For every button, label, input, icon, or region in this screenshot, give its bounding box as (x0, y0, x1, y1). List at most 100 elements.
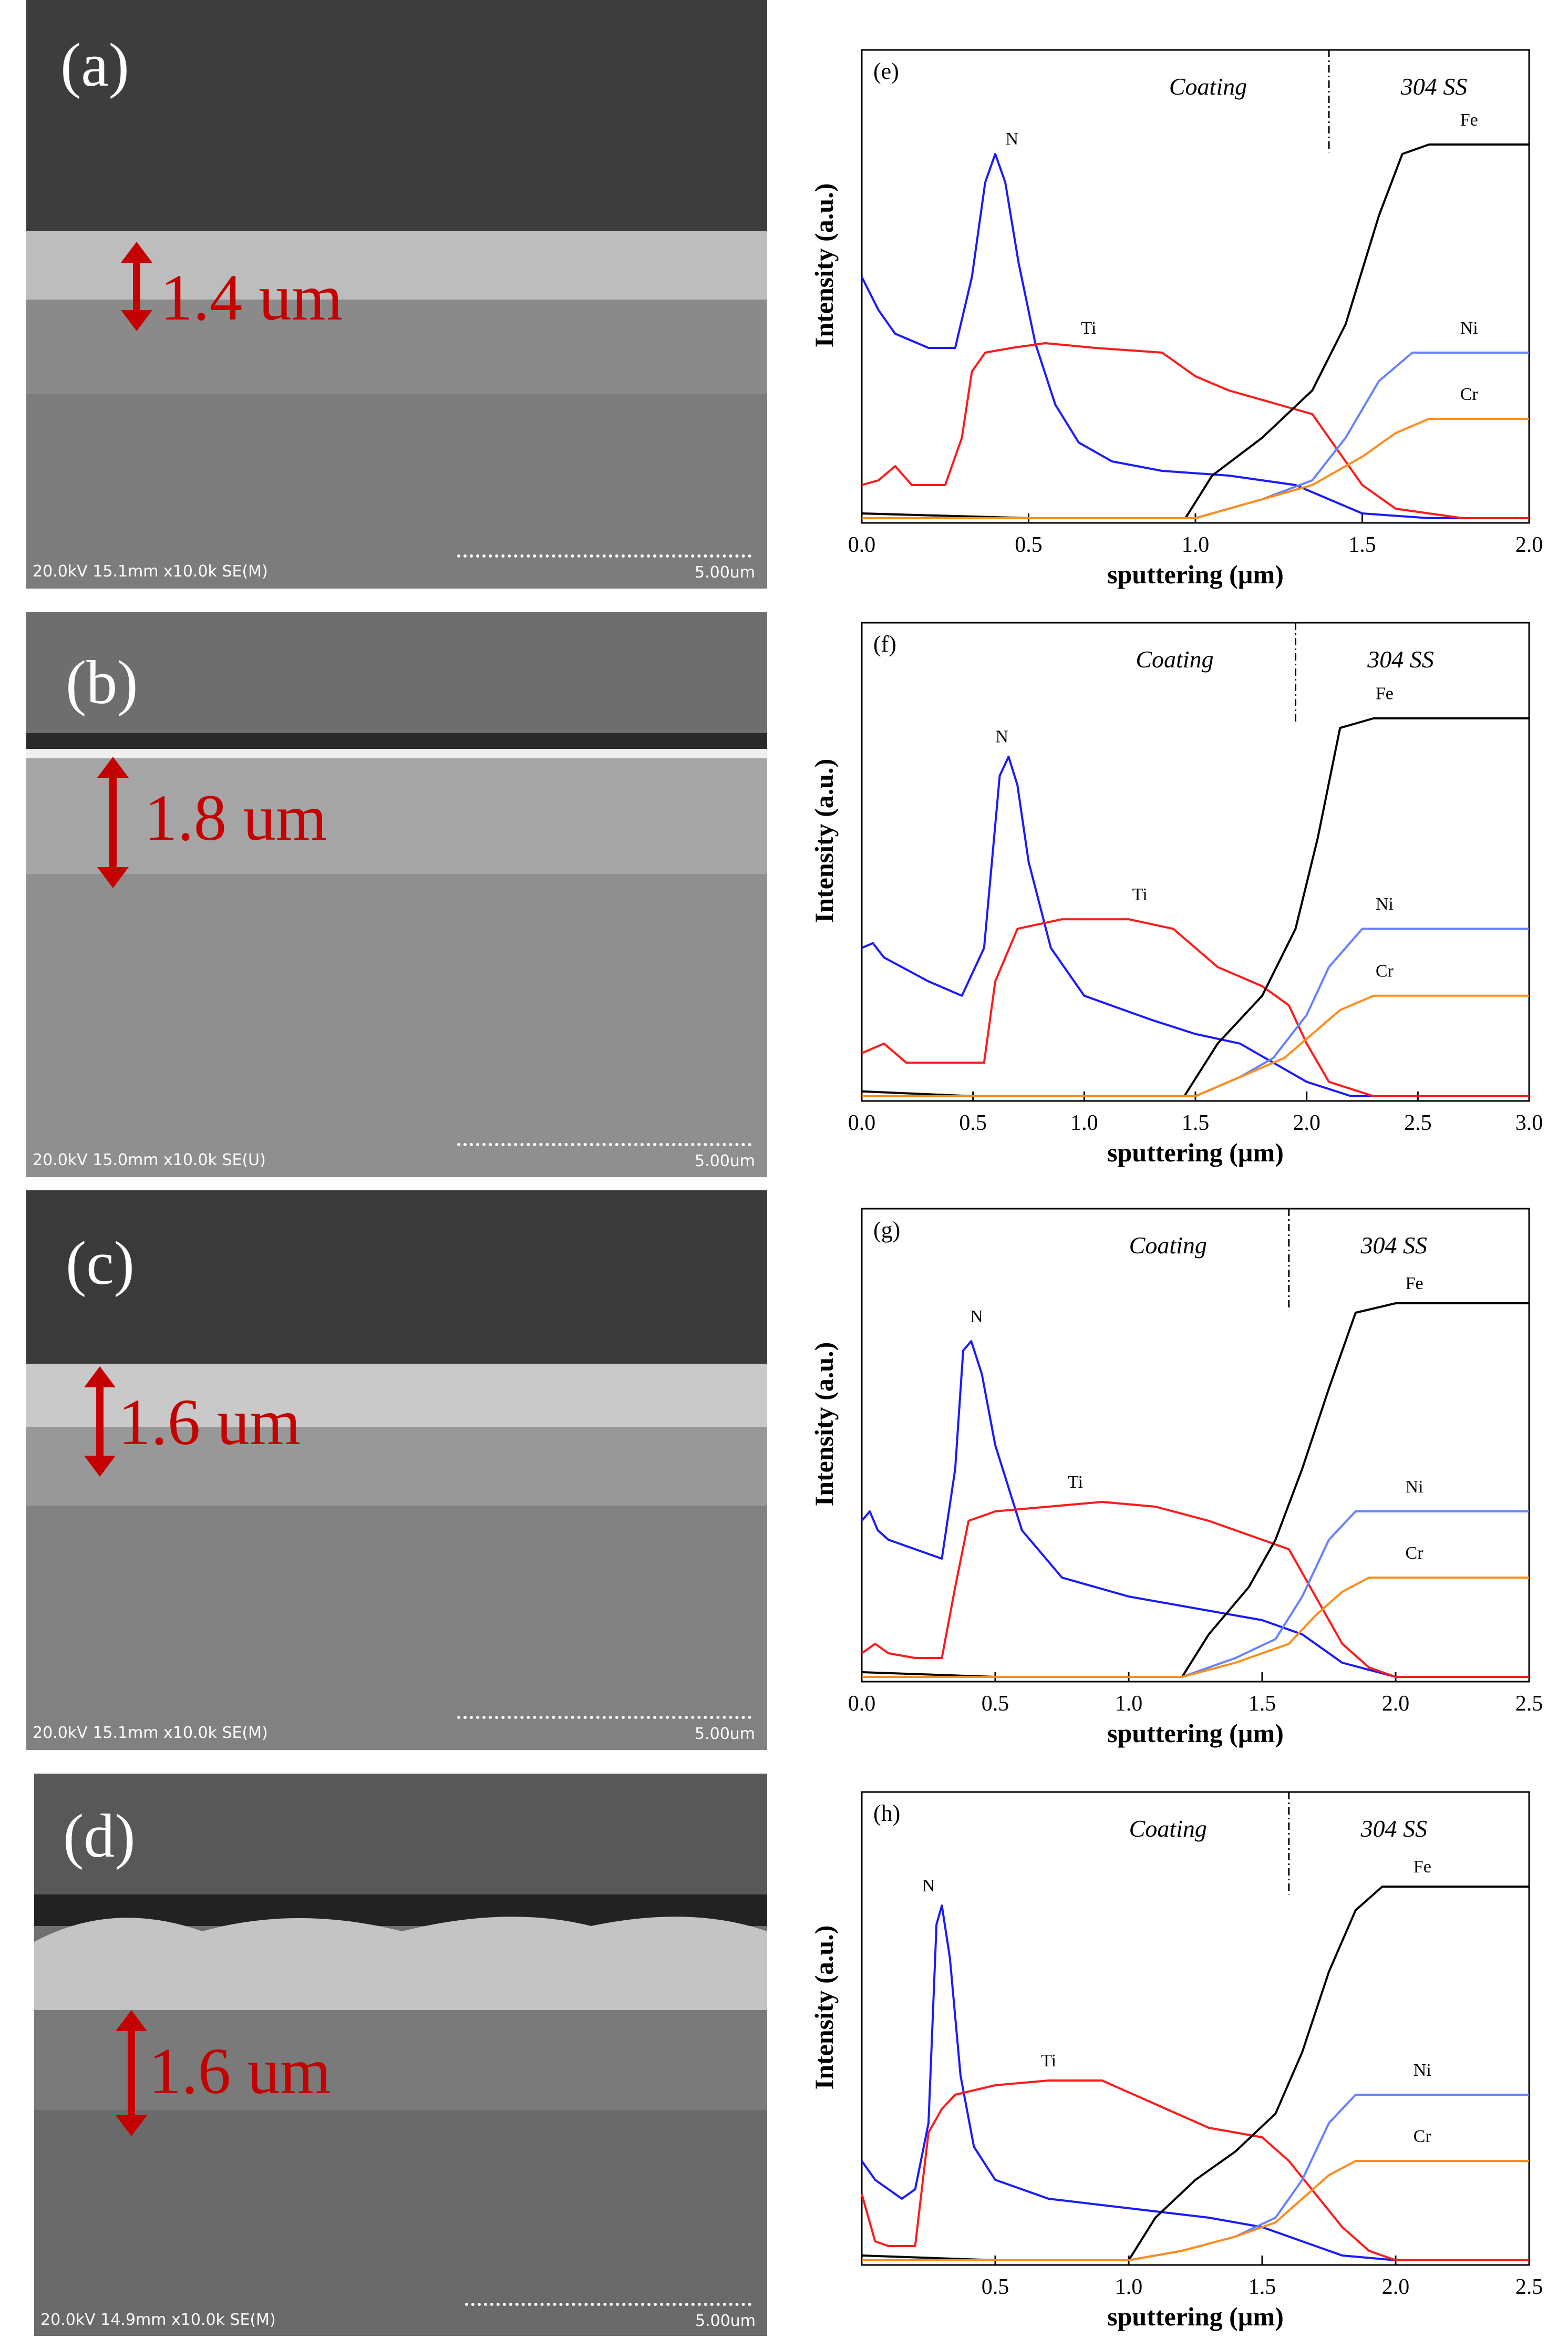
x-tick-label: 1.5 (1249, 2275, 1276, 2299)
sem-info-text: 20.0kV 15.1mm x10.0k SE(M) (33, 562, 268, 581)
thickness-arrow (121, 242, 152, 331)
chart-panel-label: (h) (873, 1800, 900, 1826)
series-line-ti (861, 1501, 1529, 1678)
scale-label: 5.00um (695, 1152, 756, 1170)
region-label-coating: Coating (1129, 1232, 1207, 1259)
x-tick-label: 1.0 (1115, 1692, 1143, 1716)
series-line-fe (861, 717, 1529, 1097)
series-line-cr (862, 994, 1529, 1097)
series-line-ti (861, 2079, 1529, 2261)
x-tick-label: 1.5 (1249, 1692, 1276, 1716)
x-tick-label: 2.0 (1293, 1111, 1321, 1135)
x-tick-label: 2.5 (1404, 1111, 1432, 1135)
series-line-ti (861, 918, 1529, 1097)
depth-profile-chart-f: (f) Coating 304 SS 0.0 0.5 1.0 1.5 2.0 2.5 3.0 spu… (809, 622, 1543, 1167)
x-tick-label: 0.5 (982, 2275, 1009, 2299)
y-axis-label: Intensity (a.u.) (809, 1925, 839, 2090)
element-label-ni: Ni (1376, 894, 1394, 914)
x-tick-label: 2.5 (1515, 2275, 1543, 2299)
sem-info-text: 20.0kV 15.0mm x10.0k SE(U) (33, 1151, 266, 1169)
thickness-label: 1.4 um (160, 262, 343, 334)
region-label-substrate: 304 SS (1360, 1232, 1428, 1259)
series-line-ni (862, 928, 1529, 1097)
sem-micrograph-a (26, 0, 767, 589)
region-label-coating: Coating (1129, 1815, 1207, 1842)
sem-image-a: (a) 1.4 um 20.0kV 15.1mm x10.0k SE(M) 5.… (26, 0, 767, 589)
sem-micrograph-c (26, 1190, 767, 1750)
x-tick-label: 2.0 (1382, 1692, 1410, 1716)
scale-label: 5.00um (695, 2312, 756, 2330)
series-line-n (861, 1340, 1529, 1678)
x-tick-label: 2.0 (1515, 533, 1543, 557)
plot-frame (861, 1208, 1530, 1683)
thickness-arrow (97, 757, 129, 888)
x-tick-label: 0.0 (848, 1692, 876, 1716)
y-axis-label: Intensity (a.u.) (809, 759, 839, 923)
x-axis-label: sputtering (µm) (1107, 1718, 1284, 1748)
sem-panel-label: (b) (66, 648, 138, 717)
scale-bar (457, 554, 751, 561)
element-label-cr: Cr (1460, 385, 1479, 404)
series-line-n (861, 153, 1529, 519)
series-line-ti (861, 342, 1529, 519)
x-axis-label: sputtering (µm) (1107, 560, 1284, 589)
x-tick-label: 2.5 (1515, 1692, 1543, 1716)
chart-panel-label: (f) (873, 631, 896, 657)
thickness-arrow (116, 2010, 147, 2136)
thickness-label: 1.6 um (118, 1386, 301, 1459)
y-axis-label: Intensity (a.u.) (809, 1342, 839, 1507)
sem-panel-label: (c) (66, 1229, 135, 1297)
element-label-n: N (995, 727, 1008, 747)
element-label-ni: Ni (1414, 2061, 1431, 2080)
element-label-n: N (922, 1876, 935, 1896)
depth-profile-chart-e: (e) Coating 304 SS 0.0 0.5 1.0 1.5 2.0 sputterin… (809, 49, 1543, 589)
x-tick-label: 1.0 (1070, 1111, 1098, 1135)
thickness-label: 1.8 um (145, 782, 327, 854)
element-label-n: N (1005, 129, 1018, 149)
scale-bar (457, 1143, 751, 1149)
series-line-cr (862, 418, 1529, 519)
scale-bar (457, 1716, 751, 1722)
x-tick-label: 1.0 (1182, 533, 1210, 557)
scale-bar (465, 2303, 751, 2309)
element-label-ti: Ti (1132, 885, 1148, 904)
x-tick-label: 1.5 (1182, 1111, 1210, 1135)
region-label-coating: Coating (1169, 73, 1247, 100)
series-line-n (861, 1904, 1529, 2261)
sem-micrograph-b (26, 612, 767, 1177)
thickness-arrow (84, 1366, 116, 1477)
x-tick-label: 1.0 (1115, 2275, 1143, 2299)
region-label-substrate: 304 SS (1367, 646, 1434, 673)
chart-panel-label: (g) (873, 1217, 900, 1243)
sem-image-d: (d) 1.6 um 20.0kV 14.9mm x10.0k SE(M) 5.… (34, 1774, 767, 2336)
element-label-fe: Fe (1414, 1857, 1431, 1877)
x-tick-label: 2.0 (1382, 2275, 1410, 2299)
element-label-cr: Cr (1406, 1543, 1424, 1563)
scale-label: 5.00um (695, 563, 756, 582)
series-line-ni (862, 1510, 1529, 1678)
x-tick-label: 3.0 (1515, 1111, 1543, 1135)
element-label-ti: Ti (1068, 1472, 1083, 1492)
plot-frame (861, 622, 1530, 1102)
x-tick-label: 1.5 (1348, 533, 1376, 557)
series-line-n (861, 755, 1529, 1097)
region-label-substrate: 304 SS (1360, 1815, 1428, 1842)
x-tick-label: 0.0 (848, 1111, 876, 1135)
element-label-ti: Ti (1081, 318, 1096, 338)
x-axis-label: sputtering (µm) (1107, 2302, 1284, 2331)
element-label-ni: Ni (1406, 1477, 1423, 1497)
element-label-cr: Cr (1376, 961, 1394, 981)
depth-profile-chart-g: (g) Coating 304 SS 0.0 0.5 1.0 1.5 2.0 2.5 sputte… (809, 1208, 1543, 1748)
series-line-ni (862, 2094, 1529, 2261)
region-label-coating: Coating (1136, 646, 1213, 673)
sem-info-text: 20.0kV 15.1mm x10.0k SE(M) (33, 1724, 268, 1742)
series-line-cr (862, 1577, 1529, 1678)
element-label-cr: Cr (1414, 2127, 1432, 2146)
element-label-ni: Ni (1460, 318, 1478, 338)
chart-panel-label: (e) (873, 58, 899, 84)
series-line-cr (862, 2160, 1529, 2261)
x-tick-label: 0.0 (848, 533, 876, 557)
sem-micrograph-d (34, 1774, 767, 2336)
scale-label: 5.00um (695, 1725, 756, 1743)
x-tick-label: 0.5 (982, 1692, 1009, 1716)
